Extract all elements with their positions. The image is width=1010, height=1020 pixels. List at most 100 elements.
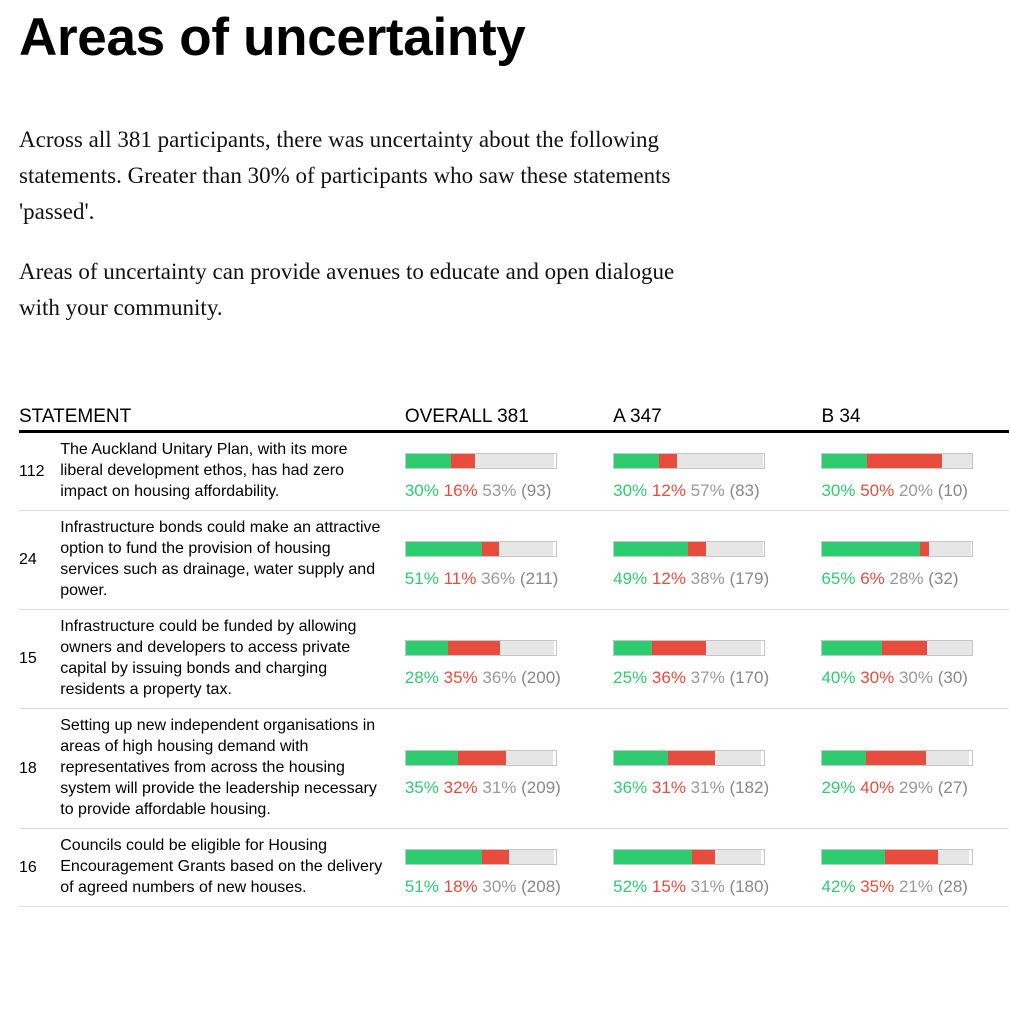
disagree-percent: 40% xyxy=(860,777,895,797)
agree-segment xyxy=(614,641,652,655)
table-header-row: STATEMENT OVERALL 381 A 347 B 34 xyxy=(19,402,1009,433)
disagree-percent: 30% xyxy=(860,668,895,687)
intro-paragraph: Across all 381 participants, there was u… xyxy=(19,127,671,224)
pass-percent: 31% xyxy=(690,777,725,797)
statement-text: Councils could be eligible for Housing E… xyxy=(60,828,385,907)
vote-bar xyxy=(821,452,974,469)
disagree-percent: 12% xyxy=(651,569,686,588)
vote-count: (10) xyxy=(937,480,968,500)
intro-paragraph: Areas of uncertainty can provide avenues… xyxy=(19,259,675,320)
statement-text: Infrastructure bonds could make an attra… xyxy=(60,510,385,610)
agree-percent: 51% xyxy=(404,569,439,588)
table-row: 24 Infrastructure bonds could make an att… xyxy=(19,510,1009,610)
vote-count: (170) xyxy=(729,668,770,687)
agree-segment xyxy=(405,849,483,864)
agree-percent: 35% xyxy=(404,777,439,797)
vote-bar xyxy=(404,749,557,766)
vote-percentages: 42% 35% 21% (28) xyxy=(821,877,1009,897)
disagree-segment xyxy=(919,542,929,556)
pass-percent: 31% xyxy=(690,876,725,896)
pass-segment xyxy=(500,641,555,655)
header-overall: OVERALL 381 xyxy=(384,402,594,433)
agree-segment xyxy=(614,750,669,765)
statement-text: Setting up new independent organisations… xyxy=(60,708,385,829)
agree-segment xyxy=(405,750,459,765)
vote-count: (180) xyxy=(729,876,770,896)
agree-percent: 29% xyxy=(821,777,856,797)
vote-bar xyxy=(821,640,974,656)
group-b-cell: 65% 6% 28% (32) xyxy=(801,510,1009,610)
overall-vote-summary: 51% 11% 36% (211) xyxy=(404,531,593,589)
disagree-percent: 31% xyxy=(651,777,686,797)
group-a-cell: 30% 12% 57% (83) xyxy=(593,431,802,511)
agree-percent: 42% xyxy=(821,876,856,896)
vote-bar xyxy=(821,541,974,557)
vote-bar xyxy=(404,640,557,656)
vote-percentages: 51% 11% 36% (211) xyxy=(405,569,593,589)
disagree-segment xyxy=(482,849,510,864)
group-a-vote-summary: 52% 15% 31% (180) xyxy=(613,839,801,897)
overall-vote-summary: 35% 32% 31% (209) xyxy=(404,740,593,798)
disagree-segment xyxy=(447,641,501,655)
agree-segment xyxy=(614,542,688,556)
pass-percent: 20% xyxy=(898,480,933,500)
agree-percent: 30% xyxy=(404,480,439,500)
vote-bar xyxy=(613,749,766,766)
statements-table: STATEMENT OVERALL 381 A 347 B 34 112 The … xyxy=(19,402,1009,907)
vote-percentages: 35% 32% 31% (209) xyxy=(405,778,593,798)
agree-percent: 40% xyxy=(821,668,856,687)
disagree-segment xyxy=(885,849,938,864)
disagree-segment xyxy=(651,641,706,655)
vote-bar xyxy=(613,848,766,865)
agree-percent: 30% xyxy=(821,480,856,500)
table-row: 15 Infrastructure could be funded by allo… xyxy=(19,609,1009,709)
agree-segment xyxy=(822,849,886,864)
disagree-segment xyxy=(867,453,943,468)
vote-percentages: 65% 6% 28% (32) xyxy=(821,569,1009,589)
group-b-vote-summary: 65% 6% 28% (32) xyxy=(821,531,1009,589)
pass-segment xyxy=(498,542,553,556)
pass-percent: 30% xyxy=(482,876,517,896)
pass-percent: 21% xyxy=(898,876,933,896)
pass-segment xyxy=(714,750,762,765)
vote-bar xyxy=(613,541,766,557)
agree-percent: 51% xyxy=(404,876,439,896)
overall-cell: 30% 16% 53% (93) xyxy=(384,431,594,511)
group-b-vote-summary: 40% 30% 30% (30) xyxy=(821,630,1009,688)
header-group-b: B 34 xyxy=(801,402,1009,433)
disagree-percent: 50% xyxy=(860,480,895,500)
agree-percent: 25% xyxy=(613,668,648,687)
agree-segment xyxy=(405,542,483,556)
pass-segment xyxy=(927,641,973,655)
disagree-percent: 12% xyxy=(651,480,686,500)
agree-segment xyxy=(614,453,660,468)
pass-segment xyxy=(942,453,973,468)
group-a-cell: 52% 15% 31% (180) xyxy=(593,828,802,907)
header-group-a: A 347 xyxy=(593,402,802,433)
vote-percentages: 29% 40% 29% (27) xyxy=(821,778,1009,798)
agree-segment xyxy=(822,453,868,468)
table-row: 16 Councils could be eligible for Housing… xyxy=(19,828,1009,907)
disagree-segment xyxy=(482,542,499,556)
table-row: 18 Setting up new independent organisatio… xyxy=(19,708,1009,829)
group-a-cell: 49% 12% 38% (179) xyxy=(593,510,802,610)
pass-segment xyxy=(677,453,763,468)
agree-percent: 65% xyxy=(821,569,856,588)
vote-count: (93) xyxy=(521,480,552,500)
overall-cell: 51% 11% 36% (211) xyxy=(384,510,594,610)
group-a-cell: 36% 31% 31% (182) xyxy=(593,708,802,829)
pass-segment xyxy=(937,849,970,864)
pass-percent: 37% xyxy=(690,668,725,687)
agree-percent: 28% xyxy=(404,668,439,687)
page-title: Areas of uncertainty xyxy=(19,8,526,67)
vote-count: (208) xyxy=(521,876,561,896)
vote-count: (83) xyxy=(729,480,760,500)
agree-segment xyxy=(822,750,866,765)
agree-percent: 49% xyxy=(613,569,648,588)
pass-segment xyxy=(705,641,762,655)
disagree-segment xyxy=(687,542,706,556)
group-b-vote-summary: 30% 50% 20% (10) xyxy=(821,443,1009,501)
pass-percent: 30% xyxy=(898,668,933,687)
vote-bar xyxy=(613,452,766,469)
disagree-percent: 18% xyxy=(443,876,478,896)
